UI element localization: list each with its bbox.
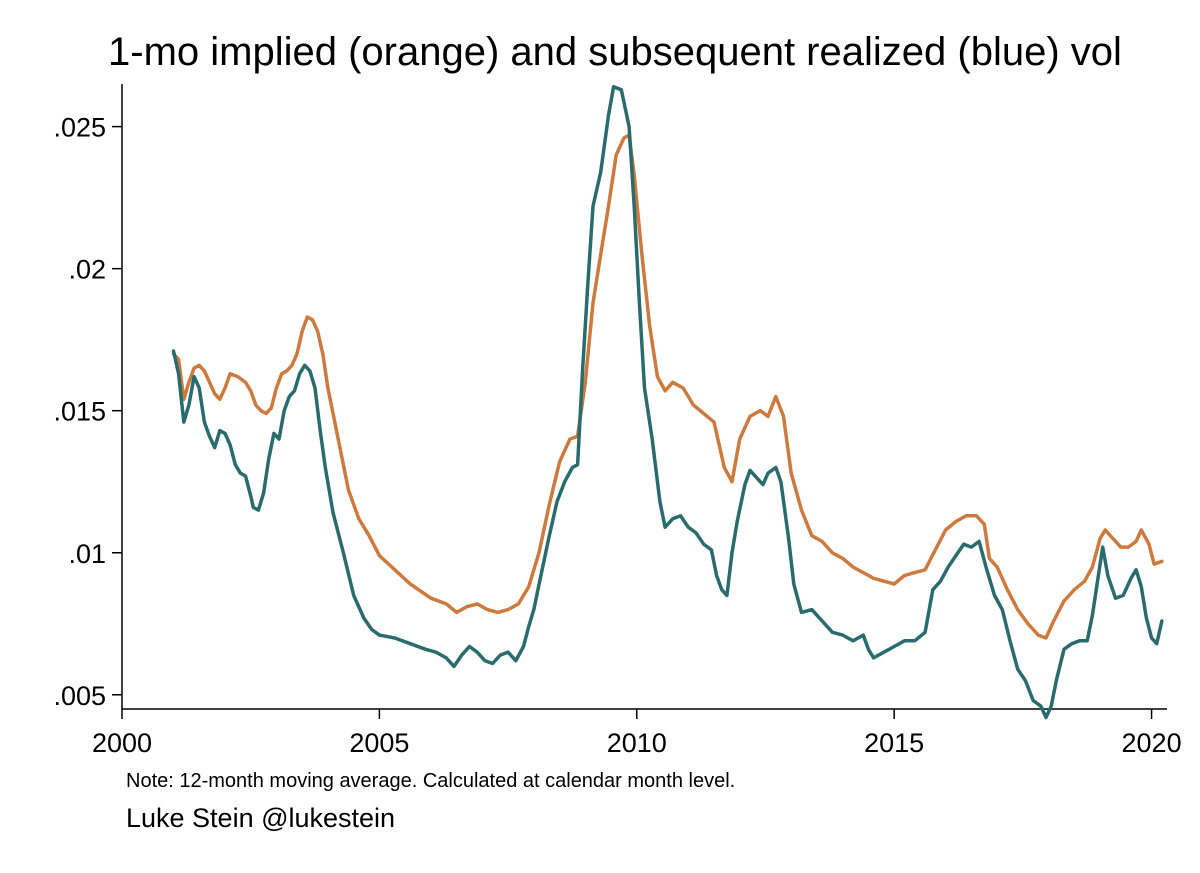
chart-credit: Luke Stein @lukestein — [126, 803, 396, 833]
y-tick-label: .025 — [53, 113, 106, 143]
chart-note: Note: 12-month moving average. Calculate… — [126, 770, 736, 792]
chart-title: 1-mo implied (orange) and subsequent rea… — [108, 30, 1122, 74]
x-tick-label: 2020 — [1122, 728, 1182, 758]
x-tick-label: 2000 — [92, 728, 152, 758]
axes: .005 .01 .015 .02 .025 2000 2005 2010 2015 2020 — [53, 84, 1182, 758]
y-tick-label: .01 — [68, 539, 106, 569]
x-tick-label: 2010 — [607, 728, 667, 758]
series-line-implied — [171, 133, 1164, 640]
series-layer — [171, 85, 1164, 720]
y-tick-label: .015 — [53, 397, 106, 427]
series-line-realized — [171, 85, 1164, 720]
x-tick-label: 2005 — [349, 728, 409, 758]
y-tick-label: .005 — [53, 681, 106, 711]
x-tick-label: 2015 — [864, 728, 924, 758]
y-tick-label: .02 — [68, 255, 106, 285]
